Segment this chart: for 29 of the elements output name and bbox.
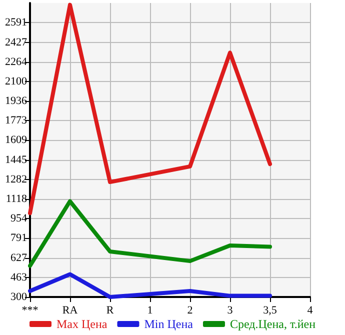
x-tick-label: 3 (227, 304, 234, 316)
y-tick-label: 791 (10, 232, 27, 244)
legend-label: Max Цена (56, 317, 108, 331)
x-tick-label: RA (62, 304, 78, 316)
x-tick-label: 2 (187, 304, 193, 316)
line-series (28, 199, 272, 268)
y-tick-label: 1936 (5, 95, 28, 108)
y-tick-label: 1609 (5, 134, 28, 146)
y-tick-label: 2100 (5, 75, 28, 88)
y-tick-label: 2427 (5, 36, 28, 48)
y-tick-label: 463 (10, 271, 28, 284)
y-tick-label: 627 (10, 252, 28, 264)
y-tick-label: 1445 (5, 154, 28, 166)
legend-label: Min Цена (144, 317, 194, 331)
y-tick-label: 300 (10, 291, 28, 303)
y-tick-label: 1773 (5, 114, 28, 127)
x-tick-label: R (106, 304, 114, 316)
y-tick-label: 954 (10, 212, 28, 225)
x-tick-label: 4 (307, 304, 314, 316)
x-tick-label: 3,5 (263, 304, 278, 316)
line-series (28, 272, 272, 299)
y-tick-label: 1282 (5, 173, 27, 186)
y-tick-label: 2591 (5, 16, 27, 29)
legend-label: Сред.Цена, т.йен (230, 317, 316, 331)
x-tick-label: *** (22, 304, 38, 316)
y-tick-label: 2264 (5, 56, 28, 68)
line-series (28, 2, 272, 216)
y-tick-label: 1118 (6, 193, 28, 206)
x-tick-label: 1 (147, 304, 153, 316)
